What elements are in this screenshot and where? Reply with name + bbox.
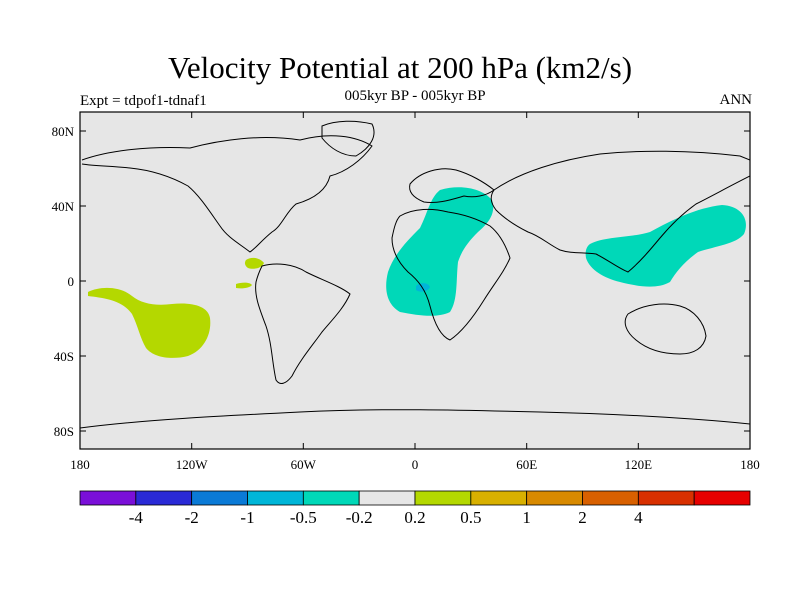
positive-anomaly-south-pacific (88, 287, 211, 358)
map-content (80, 120, 750, 429)
lon-label: 60E (516, 457, 537, 472)
map-title: Velocity Potential at 200 hPa (km2/s) (167, 50, 633, 85)
lat-label: 80S (54, 424, 74, 439)
lon-label: 120E (625, 457, 653, 472)
lat-label: 0 (68, 274, 75, 289)
coast-greenland (321, 120, 375, 157)
colorbar-label: 0.2 (404, 508, 425, 527)
coast-europe (409, 168, 495, 203)
experiment-label: Expt = tdpof1-tdnaf1 (80, 93, 207, 109)
coastlines (80, 120, 750, 429)
lon-label: 60W (291, 457, 317, 472)
coast-asia (490, 150, 750, 273)
colorbar-label: 1 (522, 508, 531, 527)
colorbar-swatch (414, 490, 472, 506)
colorbar-swatch (582, 490, 639, 506)
colorbar-swatch (470, 490, 528, 506)
coast-south-america (255, 263, 351, 384)
colorbar-swatch (526, 490, 583, 506)
colorbar-label: -0.5 (290, 508, 317, 527)
negative-anomaly-asia-pacific (585, 205, 746, 287)
colorbar: -4 -2 -1 -0.5 -0.2 0.2 0.5 1 2 4 (79, 490, 751, 527)
colorbar-swatch (247, 490, 304, 506)
lat-label: 80N (52, 124, 75, 139)
positive-anomaly-central-america (244, 257, 264, 269)
negative-anomaly-core (416, 283, 430, 292)
positive-anomaly-galapagos (236, 282, 252, 289)
colorbar-label: -1 (240, 508, 254, 527)
colorbar-swatch (79, 490, 137, 506)
colorbar-swatch (358, 490, 416, 506)
colorbar-label: 2 (578, 508, 587, 527)
lon-label: 120W (176, 457, 209, 472)
colorbar-swatch (302, 490, 360, 506)
colorbar-swatch (191, 490, 248, 506)
lat-label: 40N (52, 199, 75, 214)
negative-anomaly-africa (386, 187, 494, 316)
period-label: 005kyr BP - 005kyr BP (344, 88, 486, 104)
lon-label: 180 (740, 457, 760, 472)
colorbar-swatch (693, 490, 751, 506)
colorbar-label: 0.5 (460, 508, 481, 527)
colorbar-label: -0.2 (346, 508, 373, 527)
season-label: ANN (719, 92, 753, 108)
coast-antarctica (80, 409, 750, 429)
lon-label: 0 (412, 457, 419, 472)
longitude-axis: 180 120W 60W 0 60E 120E 180 (70, 112, 760, 472)
lon-label: 180 (70, 457, 90, 472)
colorbar-label: -2 (185, 508, 199, 527)
colorbar-label: 4 (634, 508, 643, 527)
colorbar-swatch (637, 490, 695, 506)
coast-africa (391, 208, 511, 341)
coast-north-america (81, 135, 373, 253)
latitude-axis: 80N 40N 0 40S 80S (52, 124, 750, 439)
colorbar-swatch (135, 490, 193, 506)
lat-label: 40S (54, 349, 74, 364)
coast-australia (624, 303, 707, 355)
colorbar-label: -4 (129, 508, 144, 527)
